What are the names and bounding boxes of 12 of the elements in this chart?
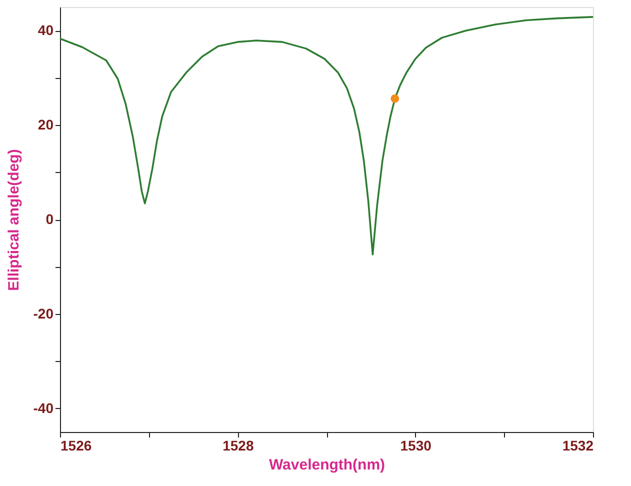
y-tick-label: -20 — [33, 305, 54, 322]
y-tick-label: 0 — [46, 211, 54, 227]
x-tick-label: 1528 — [222, 438, 254, 454]
y-tick-label: 20 — [38, 116, 54, 133]
y-tick-label: 40 — [38, 22, 54, 38]
x-tick-label: 1530 — [400, 438, 432, 454]
y-tick-label: -40 — [33, 400, 54, 416]
line-series — [59, 16, 594, 256]
x-tick-label: 1532 — [562, 438, 594, 454]
x-axis-title: Wavelength(nm) — [268, 456, 386, 474]
x-tick-label: 1526 — [60, 438, 92, 454]
y-axis-title: Elliptical angle(deg) — [5, 149, 22, 291]
